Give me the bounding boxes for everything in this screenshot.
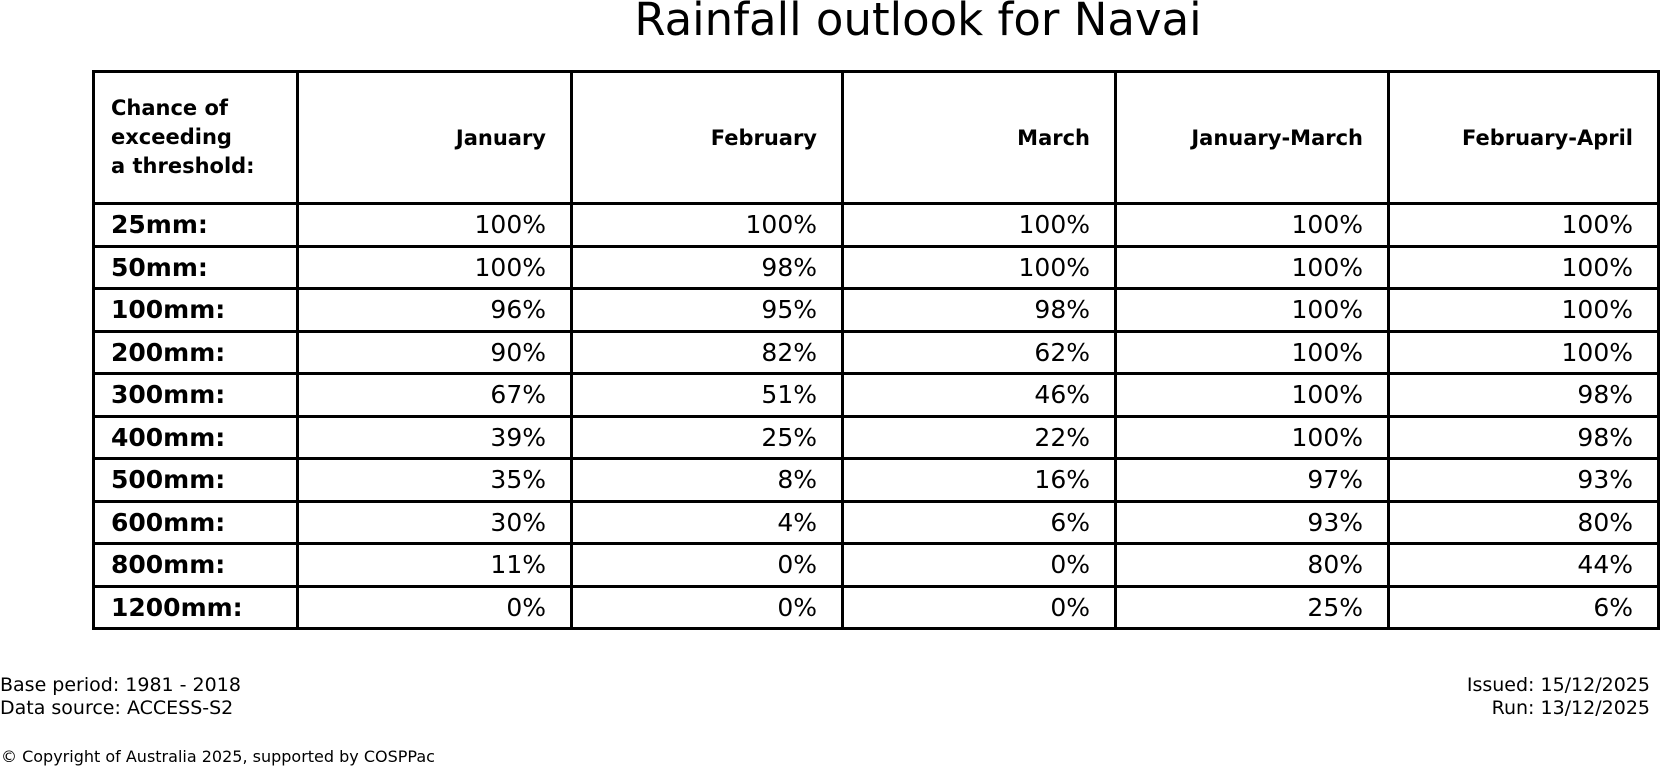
base-period-text: Base period: 1981 - 2018 <box>0 674 241 696</box>
table-row: 600mm: 30% 4% 6% 93% 80% <box>92 499 1660 545</box>
table-row: 200mm: 90% 82% 62% 100% 100% <box>92 329 1660 375</box>
table-header: Chance of exceeding a threshold: January… <box>92 70 1660 205</box>
corner-header-threshold: Chance of exceeding a threshold: <box>92 70 299 205</box>
probability-cell: 25% <box>570 414 844 460</box>
probability-cell: 35% <box>296 457 573 503</box>
probability-cell: 8% <box>570 457 844 503</box>
probability-cell: 98% <box>570 244 844 290</box>
table-row: 500mm: 35% 8% 16% 97% 93% <box>92 457 1660 503</box>
row-label-threshold: 100mm: <box>92 287 299 333</box>
probability-cell: 46% <box>841 372 1117 418</box>
probability-cell: 6% <box>1387 584 1660 630</box>
probability-cell: 100% <box>1387 244 1660 290</box>
probability-cell: 11% <box>296 542 573 588</box>
column-header-february: February <box>570 70 844 205</box>
row-label-threshold: 400mm: <box>92 414 299 460</box>
run-date-text: Run: 13/12/2025 <box>1491 697 1650 719</box>
probability-cell: 0% <box>841 542 1117 588</box>
probability-cell: 96% <box>296 287 573 333</box>
probability-cell: 4% <box>570 499 844 545</box>
column-header-march: March <box>841 70 1117 205</box>
probability-cell: 93% <box>1114 499 1390 545</box>
probability-cell: 93% <box>1387 457 1660 503</box>
header-row: Chance of exceeding a threshold: January… <box>92 70 1660 205</box>
footer-right-block: Issued: 15/12/2025 Run: 13/12/2025 <box>1467 674 1650 720</box>
table-row: 400mm: 39% 25% 22% 100% 98% <box>92 414 1660 460</box>
probability-cell: 100% <box>1114 202 1390 248</box>
table-row: 25mm: 100% 100% 100% 100% 100% <box>92 202 1660 248</box>
probability-cell: 22% <box>841 414 1117 460</box>
probability-cell: 80% <box>1114 542 1390 588</box>
probability-cell: 100% <box>841 244 1117 290</box>
probability-cell: 44% <box>1387 542 1660 588</box>
column-header-february-april: February-April <box>1387 70 1660 205</box>
probability-cell: 95% <box>570 287 844 333</box>
row-label-threshold: 50mm: <box>92 244 299 290</box>
probability-cell: 39% <box>296 414 573 460</box>
probability-cell: 100% <box>1114 244 1390 290</box>
column-header-january: January <box>296 70 573 205</box>
probability-cell: 62% <box>841 329 1117 375</box>
probability-cell: 100% <box>296 202 573 248</box>
probability-cell: 100% <box>1387 202 1660 248</box>
footer-left-block: Base period: 1981 - 2018 Data source: AC… <box>0 674 241 720</box>
probability-cell: 67% <box>296 372 573 418</box>
table-row: 300mm: 67% 51% 46% 100% 98% <box>92 372 1660 418</box>
table-body: 25mm: 100% 100% 100% 100% 100% 50mm: 100% 98% 100… <box>92 202 1660 630</box>
probability-cell: 6% <box>841 499 1117 545</box>
probability-cell: 100% <box>841 202 1117 248</box>
probability-cell: 0% <box>570 584 844 630</box>
table-row: 800mm: 11% 0% 0% 80% 44% <box>92 542 1660 588</box>
probability-cell: 98% <box>841 287 1117 333</box>
probability-cell: 100% <box>1387 287 1660 333</box>
row-label-threshold: 25mm: <box>92 202 299 248</box>
rainfall-outlook-table: Chance of exceeding a threshold: January… <box>92 70 1660 630</box>
row-label-threshold: 300mm: <box>92 372 299 418</box>
issued-date-text: Issued: 15/12/2025 <box>1466 674 1650 696</box>
row-label-threshold: 500mm: <box>92 457 299 503</box>
probability-cell: 98% <box>1387 414 1660 460</box>
probability-cell: 100% <box>1387 329 1660 375</box>
probability-cell: 97% <box>1114 457 1390 503</box>
probability-cell: 100% <box>1114 329 1390 375</box>
table-row: 1200mm: 0% 0% 0% 25% 6% <box>92 584 1660 630</box>
probability-cell: 100% <box>1114 414 1390 460</box>
row-label-threshold: 1200mm: <box>92 584 299 630</box>
probability-cell: 51% <box>570 372 844 418</box>
probability-cell: 30% <box>296 499 573 545</box>
probability-cell: 100% <box>1114 287 1390 333</box>
page-title: Rainfall outlook for Navai <box>634 0 1202 46</box>
probability-cell: 98% <box>1387 372 1660 418</box>
table-row: 100mm: 96% 95% 98% 100% 100% <box>92 287 1660 333</box>
probability-cell: 25% <box>1114 584 1390 630</box>
probability-cell: 0% <box>296 584 573 630</box>
table-row: 50mm: 100% 98% 100% 100% 100% <box>92 244 1660 290</box>
probability-cell: 0% <box>570 542 844 588</box>
probability-cell: 100% <box>570 202 844 248</box>
probability-cell: 90% <box>296 329 573 375</box>
probability-cell: 16% <box>841 457 1117 503</box>
probability-cell: 100% <box>1114 372 1390 418</box>
column-header-january-march: January-March <box>1114 70 1390 205</box>
row-label-threshold: 600mm: <box>92 499 299 545</box>
probability-cell: 80% <box>1387 499 1660 545</box>
probability-cell: 0% <box>841 584 1117 630</box>
data-source-text: Data source: ACCESS-S2 <box>0 697 234 719</box>
row-label-threshold: 800mm: <box>92 542 299 588</box>
probability-cell: 100% <box>296 244 573 290</box>
row-label-threshold: 200mm: <box>92 329 299 375</box>
probability-cell: 82% <box>570 329 844 375</box>
copyright-text: © Copyright of Australia 2025, supported… <box>1 747 435 766</box>
